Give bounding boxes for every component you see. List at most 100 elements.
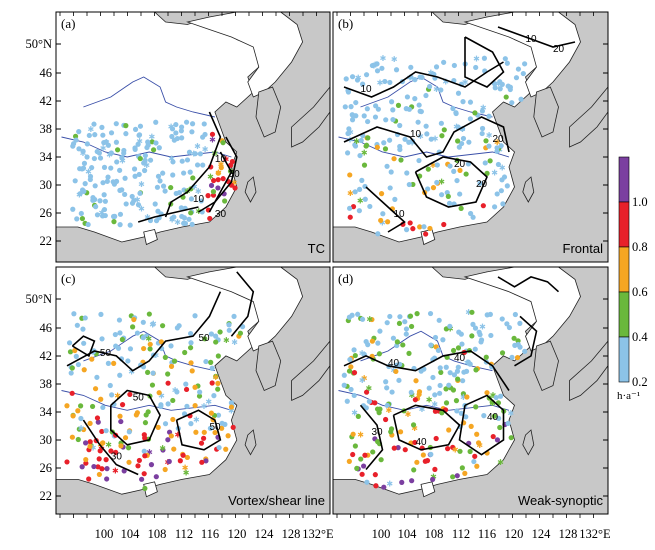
station-dot — [441, 127, 447, 133]
contour-label: 30 — [229, 169, 241, 180]
station-dot — [196, 393, 203, 399]
station-dot — [122, 435, 129, 441]
station-dot — [460, 391, 467, 397]
station-dot — [425, 166, 431, 172]
station-dot — [451, 62, 457, 69]
station-dot — [389, 99, 395, 105]
station-dot — [406, 350, 412, 356]
station-dot — [396, 377, 402, 383]
station-dot — [504, 183, 510, 189]
station-dot — [159, 323, 166, 329]
station-dot — [104, 476, 110, 482]
station-dot — [141, 345, 147, 352]
station-dot — [78, 210, 84, 217]
colorbar-segment — [618, 201, 630, 248]
station-marker: ✱ — [442, 77, 449, 86]
station-marker: ✱ — [427, 68, 434, 77]
station-dot — [369, 316, 375, 323]
station-marker: ✱ — [138, 180, 145, 189]
station-marker: ✱ — [228, 407, 235, 416]
station-dot — [153, 140, 159, 146]
station-dot — [350, 451, 356, 458]
station-dot — [461, 369, 467, 375]
station-dot — [477, 180, 483, 186]
station-dot — [416, 389, 423, 395]
station-dot — [378, 217, 384, 224]
station-dot — [171, 137, 177, 143]
station-dot — [346, 314, 353, 320]
station-dot — [458, 205, 464, 211]
station-dot — [346, 458, 352, 464]
station-dot — [105, 360, 111, 366]
station-dot — [439, 192, 445, 198]
station-dot — [472, 325, 479, 331]
station-dot — [402, 447, 408, 453]
station-dot — [413, 378, 419, 384]
colorbar-segment — [618, 246, 630, 293]
japan-land — [291, 340, 330, 402]
station-marker: ✱ — [174, 218, 181, 227]
station-dot — [97, 448, 103, 454]
station-dot — [438, 87, 444, 93]
station-dot — [136, 132, 142, 138]
station-dot — [186, 149, 193, 155]
station-dot — [212, 429, 218, 436]
station-dot — [430, 374, 436, 381]
station-dot — [156, 145, 162, 151]
station-dot — [467, 361, 473, 367]
station-dot — [91, 155, 97, 162]
station-dot — [184, 157, 191, 163]
station-dot — [91, 463, 97, 470]
station-dot — [141, 471, 147, 477]
station-dot — [384, 320, 390, 326]
station-dot — [406, 181, 412, 188]
station-dot — [367, 203, 373, 210]
station-dot — [111, 219, 117, 225]
station-dot — [374, 406, 381, 412]
station-dot — [142, 152, 149, 159]
station-dot — [355, 311, 361, 317]
station-dot — [407, 220, 413, 226]
station-dot — [474, 431, 480, 437]
lat-tick-label: 34 — [40, 405, 53, 419]
station-dot — [417, 224, 423, 230]
station-dot — [132, 173, 138, 179]
station-dot — [101, 192, 107, 198]
station-marker: ✱ — [453, 122, 460, 131]
station-dot — [472, 346, 478, 352]
station-dot — [131, 198, 137, 204]
japan-land — [569, 340, 608, 402]
station-marker: ✱ — [80, 149, 87, 158]
station-dot — [125, 445, 132, 451]
station-dot — [392, 196, 398, 202]
station-dot — [473, 367, 479, 373]
station-dot — [168, 363, 175, 369]
station-dot — [197, 389, 203, 395]
station-dot — [345, 89, 352, 95]
station-dot — [482, 160, 488, 166]
station-dot — [145, 369, 151, 375]
station-dot — [93, 204, 99, 210]
station-dot — [199, 459, 205, 465]
station-dot — [408, 323, 415, 330]
station-dot — [146, 311, 152, 317]
river-line — [338, 390, 510, 411]
station-dot — [127, 222, 133, 228]
station-marker: ✱ — [347, 128, 354, 137]
station-dot — [349, 117, 356, 123]
korea-land — [533, 86, 559, 138]
station-dot — [391, 156, 397, 162]
station-dot — [450, 474, 456, 480]
contour-line — [365, 186, 406, 233]
station-dot — [515, 338, 521, 344]
station-marker: ✱ — [409, 139, 416, 148]
station-dot — [438, 369, 444, 376]
station-dot — [455, 376, 461, 382]
contour-label: 10 — [410, 129, 422, 140]
station-dot — [114, 159, 120, 165]
station-dot — [217, 329, 223, 335]
station-dot — [77, 191, 83, 197]
station-dot — [390, 116, 396, 123]
station-dot — [183, 381, 189, 387]
station-dot — [87, 443, 93, 449]
